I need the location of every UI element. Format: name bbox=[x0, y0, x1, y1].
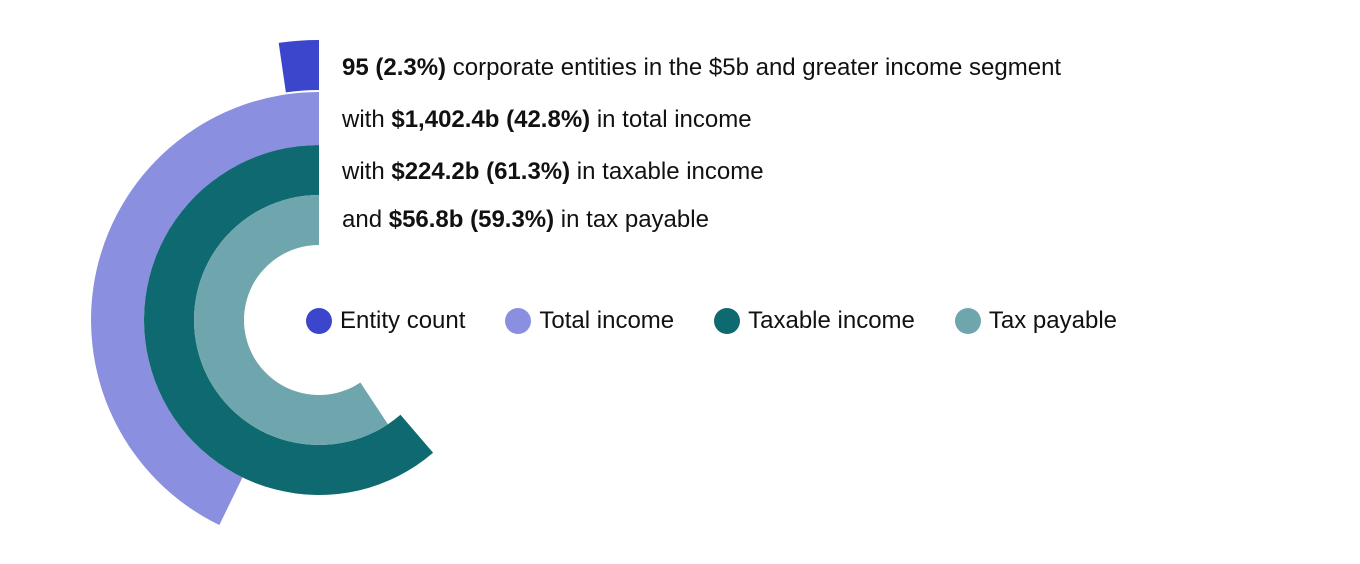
legend-item-total-income[interactable]: Total income bbox=[505, 306, 674, 336]
legend-swatch-entity-count bbox=[306, 308, 332, 334]
legend-item-tax-payable[interactable]: Tax payable bbox=[954, 306, 1117, 336]
caption-text-entity-count: corporate entities in the $5b and greate… bbox=[446, 54, 1062, 81]
caption-line-taxable-income: with $224.2b (61.3%) in taxable income bbox=[342, 157, 764, 187]
legend-label-entity-count: Entity count bbox=[340, 307, 466, 334]
rings-group bbox=[91, 40, 434, 526]
caption-pre-total-income: with bbox=[342, 106, 392, 133]
legend-item-taxable-income[interactable]: Taxable income bbox=[714, 306, 915, 336]
caption-strong-tax-payable: $56.8b (59.3%) bbox=[388, 206, 555, 233]
caption-line-tax-payable: and $56.8b (59.3%) in tax payable bbox=[342, 205, 709, 235]
legend-swatch-total-income bbox=[505, 308, 532, 334]
caption-line-entity-count: 95 (2.3%) corporate entities in the $5b … bbox=[342, 53, 1061, 83]
legend-item-entity-count[interactable]: Entity count bbox=[306, 306, 465, 336]
legend-swatch-tax-payable bbox=[954, 308, 981, 334]
legend-label-taxable-income: Taxable income bbox=[748, 307, 915, 334]
caption-strong-total-income: $1,402.4b (42.8%) bbox=[391, 106, 591, 133]
caption-text-taxable-income: in taxable income bbox=[570, 158, 764, 185]
legend-swatch-taxable-income bbox=[714, 308, 741, 334]
caption-line-total-income: with $1,402.4b (42.8%) in total income bbox=[342, 105, 752, 135]
caption-pre-taxable-income: with bbox=[342, 158, 392, 185]
chart-legend: Entity count Total income Taxable income… bbox=[306, 306, 1117, 336]
caption-strong-entity-count: 95 (2.3%) bbox=[342, 54, 447, 81]
caption-text-tax-payable: in tax payable bbox=[554, 206, 709, 233]
caption-pre-tax-payable: and bbox=[342, 206, 389, 233]
caption-strong-taxable-income: $224.2b (61.3%) bbox=[391, 158, 571, 185]
legend-label-total-income: Total income bbox=[539, 307, 675, 334]
ring-total-income bbox=[91, 92, 319, 526]
ring-entity-count bbox=[278, 40, 319, 93]
ring-tax-payable bbox=[194, 195, 388, 445]
legend-label-tax-payable: Tax payable bbox=[988, 307, 1117, 334]
ring-taxable-income bbox=[143, 145, 434, 495]
caption-text-total-income: in total income bbox=[590, 106, 752, 133]
